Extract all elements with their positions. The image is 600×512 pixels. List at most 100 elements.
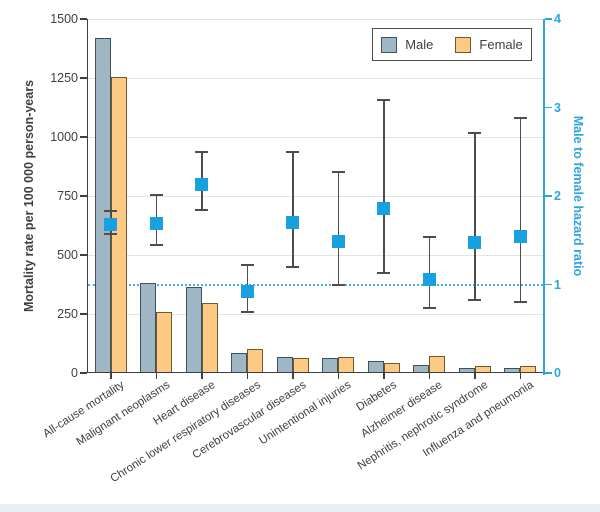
- hazard-ratio-marker: [377, 201, 391, 215]
- x-axis-tick: [383, 373, 385, 379]
- right-axis-tick: [544, 372, 552, 374]
- legend-label: Female: [479, 37, 523, 52]
- x-axis-tick: [292, 373, 294, 379]
- left-axis-tick: [79, 254, 87, 256]
- left-axis-tick-label: 250: [57, 307, 78, 321]
- hazard-ratio-marker: [422, 272, 436, 286]
- hazard-ratio-marker: [149, 216, 163, 230]
- right-axis-tick-label: 4: [554, 12, 561, 26]
- legend: Male Female: [372, 28, 532, 61]
- error-bar-cap-top: [377, 99, 391, 102]
- error-bar-cap-top: [468, 132, 482, 135]
- x-axis-tick: [474, 373, 476, 379]
- error-bar-cap-top: [240, 264, 254, 267]
- error-bar-cap-bottom: [468, 299, 482, 302]
- error-bar-cap-bottom: [286, 265, 300, 268]
- left-axis-tick: [79, 18, 87, 20]
- female-bar: [247, 348, 264, 373]
- legend-label: Male: [405, 37, 434, 52]
- error-bar-cap-bottom: [195, 209, 209, 212]
- female-bar: [429, 356, 446, 373]
- bottom-axis-spine: [86, 371, 545, 373]
- left-axis-spine: [86, 19, 88, 373]
- left-axis-tick: [79, 372, 87, 374]
- error-bar-line: [292, 151, 294, 267]
- error-bar-cap-bottom: [513, 301, 527, 304]
- hazard-ratio-marker: [104, 217, 118, 231]
- x-axis-tick: [155, 373, 157, 379]
- female-bar: [201, 303, 218, 373]
- gridline: [88, 314, 543, 315]
- error-bar-cap-bottom: [422, 307, 436, 310]
- error-bar-line: [383, 100, 385, 273]
- error-bar-line: [519, 118, 521, 303]
- error-bar-cap-top: [422, 235, 436, 238]
- right-axis-tick-label: 3: [554, 100, 561, 115]
- error-bar-cap-bottom: [377, 271, 391, 274]
- male-bar: [231, 353, 248, 373]
- left-axis-tick-label: 1250: [50, 71, 78, 85]
- legend-swatch-female: [455, 36, 472, 53]
- left-axis-tick: [79, 195, 87, 197]
- gridline: [88, 196, 543, 197]
- hazard-ratio-marker: [513, 230, 527, 244]
- bottom-strip: [0, 504, 600, 512]
- right-axis-tick-label: 1: [554, 277, 561, 292]
- right-axis-tick: [544, 18, 552, 20]
- error-bar-cap-top: [286, 150, 300, 153]
- error-bar-line: [428, 236, 430, 309]
- left-axis-tick-label: 0: [71, 366, 78, 380]
- hazard-ratio-reference-line: [88, 283, 543, 286]
- error-bar-cap-top: [513, 117, 527, 120]
- gridline: [88, 78, 543, 79]
- hazard-ratio-marker: [195, 177, 209, 191]
- left-axis-tick: [79, 77, 87, 79]
- right-axis-spine: [543, 19, 545, 375]
- legend-item: Female: [455, 36, 523, 53]
- error-bar-cap-bottom: [331, 283, 345, 286]
- right-axis-tick-label: 0: [554, 366, 561, 380]
- left-axis-tick-label: 750: [57, 189, 78, 203]
- male-bar: [140, 283, 157, 373]
- hazard-ratio-marker: [331, 234, 345, 248]
- error-bar-cap-bottom: [149, 243, 163, 246]
- left-axis-title: Mortality rate per 100 000 person-years: [22, 79, 36, 313]
- left-axis-tick-label: 1500: [50, 12, 78, 26]
- right-axis-tick: [544, 195, 552, 197]
- legend-item: Male: [381, 36, 434, 53]
- plot-area: [88, 19, 543, 373]
- left-axis-tick: [79, 136, 87, 138]
- x-axis-tick: [110, 373, 112, 379]
- error-bar-cap-top: [331, 171, 345, 174]
- left-axis-tick-label: 1000: [50, 130, 78, 144]
- error-bar-line: [474, 133, 476, 301]
- right-axis-tick: [544, 106, 552, 109]
- female-bar: [156, 312, 173, 373]
- error-bar-cap-bottom: [240, 310, 254, 313]
- hazard-ratio-marker: [468, 236, 482, 250]
- male-bar: [94, 37, 111, 373]
- right-axis-tick-label: 2: [554, 189, 561, 203]
- hazard-ratio-marker: [286, 216, 300, 230]
- gridline: [88, 255, 543, 256]
- legend-swatch-male: [381, 36, 398, 53]
- x-axis-tick: [519, 373, 521, 379]
- error-bar-line: [337, 172, 339, 285]
- male-bar: [185, 286, 202, 373]
- error-bar-cap-top: [195, 150, 209, 153]
- right-axis-tick: [544, 283, 552, 286]
- x-axis-tick: [428, 373, 430, 379]
- left-axis-tick-label: 500: [57, 248, 78, 262]
- gridline: [88, 137, 543, 138]
- x-axis-tick: [201, 373, 203, 379]
- error-bar-cap-top: [104, 210, 118, 213]
- x-axis-tick: [246, 373, 248, 379]
- left-axis-tick: [79, 313, 87, 315]
- error-bar-cap-bottom: [104, 233, 118, 236]
- hazard-ratio-marker: [240, 285, 254, 299]
- error-bar-cap-top: [149, 194, 163, 197]
- x-axis-tick: [337, 373, 339, 379]
- gridline: [88, 19, 543, 20]
- right-axis-title: Male to female hazard ratio: [571, 115, 585, 277]
